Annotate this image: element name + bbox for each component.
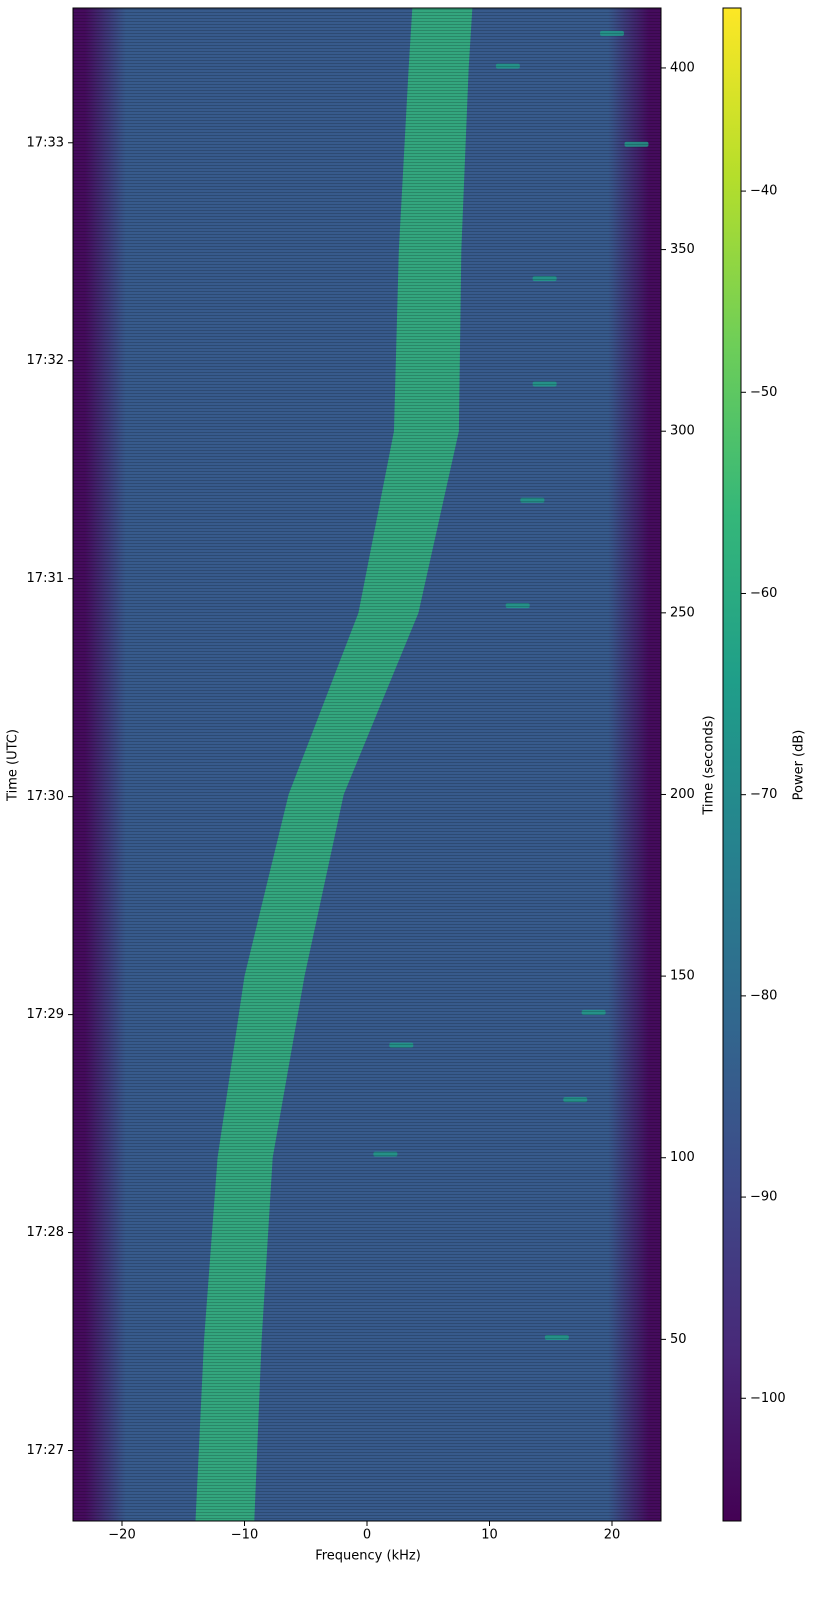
colorbar-tick-label: −100	[750, 1391, 786, 1406]
texture	[73, 8, 661, 1521]
y-tick-label: 17:31	[27, 571, 64, 586]
y-tick-label: 17:28	[27, 1225, 64, 1240]
y2-tick-label: 150	[670, 969, 695, 984]
y2-tick-label: 400	[670, 60, 695, 75]
y2-axis-label: Time (seconds)	[702, 715, 717, 815]
y-axis-label: Time (UTC)	[6, 729, 21, 802]
x-tick-label: −20	[108, 1528, 135, 1543]
colorbar-tick-label: −80	[750, 988, 777, 1003]
x-tick-label: −10	[231, 1528, 258, 1543]
colorbar	[722, 7, 742, 1522]
colorbar-label: Power (dB)	[792, 730, 807, 801]
x-axis-label: Frequency (kHz)	[315, 1549, 421, 1564]
x-tick-label: 0	[363, 1528, 371, 1543]
y2-tick-label: 50	[670, 1332, 687, 1347]
colorbar-tick-label: −90	[750, 1190, 777, 1205]
colorbar-tick-label: −40	[750, 184, 777, 199]
y-tick-label: 17:30	[27, 789, 64, 804]
x-tick-label: 20	[604, 1528, 621, 1543]
y2-tick-label: 250	[670, 605, 695, 620]
colorbar-tick-label: −70	[750, 787, 777, 802]
y-tick-label: 17:33	[27, 135, 64, 150]
y-tick-label: 17:32	[27, 353, 64, 368]
x-tick-label: 10	[481, 1528, 498, 1543]
y2-tick-label: 100	[670, 1150, 695, 1165]
y2-tick-label: 350	[670, 242, 695, 257]
colorbar-tick-label: −50	[750, 385, 777, 400]
y-tick-label: 17:27	[27, 1443, 64, 1458]
y2-tick-label: 300	[670, 424, 695, 439]
colorbar-tick-label: −60	[750, 586, 777, 601]
y-tick-label: 17:29	[27, 1007, 64, 1022]
y2-tick-label: 200	[670, 787, 695, 802]
